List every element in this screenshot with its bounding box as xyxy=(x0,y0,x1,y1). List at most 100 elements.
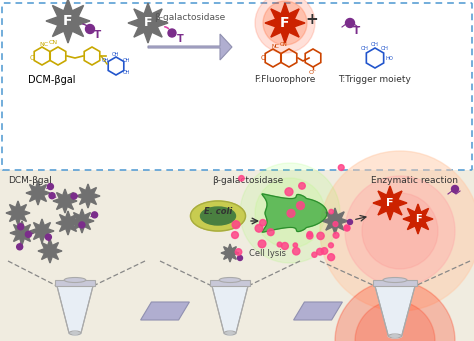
Text: F: F xyxy=(386,198,394,208)
Text: OH: OH xyxy=(123,58,130,62)
Circle shape xyxy=(237,255,243,261)
Bar xyxy=(0,169,474,341)
Text: T: T xyxy=(177,34,183,44)
Text: F: F xyxy=(415,214,421,224)
Circle shape xyxy=(18,224,24,230)
Circle shape xyxy=(329,209,333,214)
Text: F: F xyxy=(63,14,73,28)
Text: OH: OH xyxy=(371,42,379,46)
Polygon shape xyxy=(141,302,190,320)
Circle shape xyxy=(355,301,435,341)
Ellipse shape xyxy=(64,278,86,282)
Circle shape xyxy=(328,254,335,261)
Polygon shape xyxy=(373,186,407,220)
Circle shape xyxy=(293,243,298,247)
Circle shape xyxy=(91,212,98,218)
Circle shape xyxy=(46,234,51,240)
Circle shape xyxy=(346,18,355,28)
Text: T: T xyxy=(94,30,101,40)
Polygon shape xyxy=(46,0,90,43)
Polygon shape xyxy=(76,184,100,208)
Polygon shape xyxy=(265,3,305,43)
Text: T:Trigger moiety: T:Trigger moiety xyxy=(338,75,411,84)
Bar xyxy=(373,280,417,286)
Text: O: O xyxy=(29,55,35,61)
Text: OH: OH xyxy=(102,58,109,62)
Circle shape xyxy=(321,248,328,254)
Circle shape xyxy=(26,231,31,237)
Circle shape xyxy=(267,229,274,236)
Polygon shape xyxy=(30,219,54,243)
Circle shape xyxy=(317,248,323,255)
Polygon shape xyxy=(128,3,168,43)
Text: DCM-βgal: DCM-βgal xyxy=(28,75,76,85)
Text: HO: HO xyxy=(385,56,393,60)
Text: F: F xyxy=(144,16,152,30)
Text: NC: NC xyxy=(271,44,279,48)
Ellipse shape xyxy=(69,331,81,335)
Circle shape xyxy=(235,249,242,255)
Text: OH: OH xyxy=(381,46,389,50)
Text: β-galactosidase: β-galactosidase xyxy=(212,176,283,185)
Text: OH: OH xyxy=(123,70,130,74)
Circle shape xyxy=(347,220,353,224)
Polygon shape xyxy=(262,194,327,232)
Circle shape xyxy=(79,222,85,228)
Circle shape xyxy=(263,1,307,45)
Text: F: F xyxy=(280,16,290,30)
Circle shape xyxy=(258,240,266,248)
Polygon shape xyxy=(403,204,433,234)
Polygon shape xyxy=(388,335,402,336)
Polygon shape xyxy=(10,221,34,245)
Text: CN: CN xyxy=(48,40,57,44)
Circle shape xyxy=(17,244,23,250)
Circle shape xyxy=(49,193,55,199)
Circle shape xyxy=(307,233,313,239)
Text: DCM-βgal: DCM-βgal xyxy=(8,176,52,185)
Circle shape xyxy=(282,242,288,250)
Circle shape xyxy=(320,151,474,311)
Polygon shape xyxy=(53,189,77,213)
Ellipse shape xyxy=(191,201,246,231)
Circle shape xyxy=(335,281,455,341)
Circle shape xyxy=(362,193,438,269)
Text: CN: CN xyxy=(280,42,288,46)
Circle shape xyxy=(333,232,339,238)
Text: T: T xyxy=(354,26,361,36)
Polygon shape xyxy=(221,244,239,262)
Text: NC: NC xyxy=(39,42,48,46)
Text: Cell lysis: Cell lysis xyxy=(249,249,286,257)
Text: E. coli: E. coli xyxy=(204,207,232,216)
Text: OH: OH xyxy=(112,51,120,57)
Ellipse shape xyxy=(201,207,236,225)
Text: β-galactosidase: β-galactosidase xyxy=(155,14,226,23)
Polygon shape xyxy=(70,209,94,233)
Circle shape xyxy=(297,202,304,209)
Circle shape xyxy=(85,25,94,33)
Circle shape xyxy=(255,178,325,248)
Text: +: + xyxy=(306,12,319,27)
Text: OH: OH xyxy=(361,46,369,50)
Circle shape xyxy=(277,242,282,247)
Circle shape xyxy=(452,186,458,193)
Circle shape xyxy=(307,232,312,237)
Circle shape xyxy=(317,232,324,240)
Circle shape xyxy=(232,221,240,228)
Ellipse shape xyxy=(224,331,236,335)
Polygon shape xyxy=(57,286,93,333)
Circle shape xyxy=(344,225,350,231)
Ellipse shape xyxy=(388,334,401,338)
Ellipse shape xyxy=(383,278,407,282)
Circle shape xyxy=(71,193,77,199)
Text: Enzymatic reaction: Enzymatic reaction xyxy=(372,176,458,185)
Circle shape xyxy=(287,209,295,217)
Circle shape xyxy=(285,188,293,196)
Text: O⁻: O⁻ xyxy=(309,70,317,74)
Polygon shape xyxy=(293,302,342,320)
Circle shape xyxy=(239,176,244,181)
Polygon shape xyxy=(212,286,248,333)
Ellipse shape xyxy=(219,278,241,282)
Polygon shape xyxy=(375,286,415,336)
Polygon shape xyxy=(6,201,30,225)
Circle shape xyxy=(232,232,238,238)
